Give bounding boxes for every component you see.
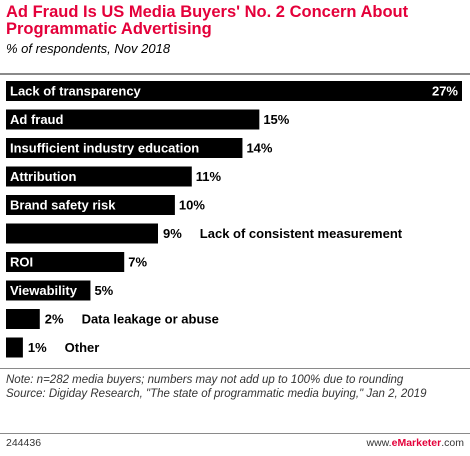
category-label: Brand safety risk bbox=[10, 197, 116, 212]
bar bbox=[6, 138, 243, 158]
bar bbox=[6, 195, 175, 215]
value-label: 15% bbox=[263, 112, 289, 127]
value-label: 2% bbox=[45, 311, 64, 326]
value-label: 5% bbox=[94, 283, 113, 298]
bar bbox=[6, 252, 125, 272]
value-label: 10% bbox=[179, 197, 205, 212]
bar bbox=[6, 109, 260, 130]
category-label: Other bbox=[65, 340, 100, 355]
bar bbox=[6, 309, 40, 329]
footer-divider bbox=[0, 433, 470, 434]
value-label: 9% bbox=[163, 226, 182, 241]
value-label: 11% bbox=[196, 169, 222, 184]
note-text: Note: n=282 media buyers; numbers may no… bbox=[6, 374, 404, 386]
bottom-divider bbox=[0, 368, 470, 369]
brand-suffix: .com bbox=[441, 437, 464, 449]
bar bbox=[6, 280, 91, 301]
brand-url[interactable]: www.eMarketer.com bbox=[367, 437, 464, 449]
chart-title: Ad Fraud Is US Media Buyers' No. 2 Conce… bbox=[6, 3, 409, 38]
category-label: Insufficient industry education bbox=[10, 140, 199, 155]
category-label: Data leakage or abuse bbox=[82, 311, 219, 326]
chart-subtitle: % of respondents, Nov 2018 bbox=[6, 41, 171, 56]
bar-chart: Lack of transparency 27% Ad fraud 15% Insuff… bbox=[6, 81, 462, 358]
value-label: 7% bbox=[128, 254, 147, 269]
bar bbox=[6, 166, 192, 187]
category-label: Viewability bbox=[10, 283, 78, 298]
bar bbox=[6, 81, 462, 101]
category-label: Ad fraud bbox=[10, 112, 64, 127]
category-label: Attribution bbox=[10, 169, 76, 184]
source-text: Source: Digiday Research, "The state of … bbox=[6, 388, 427, 400]
brand-prefix: www. bbox=[366, 437, 392, 449]
top-divider bbox=[0, 73, 470, 75]
value-label: 14% bbox=[246, 140, 272, 155]
brand-logo-text: eMarketer bbox=[391, 437, 442, 449]
bar bbox=[6, 337, 23, 358]
category-label: Lack of transparency bbox=[10, 83, 142, 98]
category-label: ROI bbox=[10, 254, 33, 269]
category-label: Lack of consistent measurement bbox=[200, 226, 403, 241]
chart-notes: Note: n=282 media buyers; numbers may no… bbox=[6, 373, 464, 401]
chart-id: 244436 bbox=[6, 437, 42, 449]
value-label: 27% bbox=[432, 83, 458, 98]
bar bbox=[6, 223, 158, 244]
value-label: 1% bbox=[28, 340, 47, 355]
